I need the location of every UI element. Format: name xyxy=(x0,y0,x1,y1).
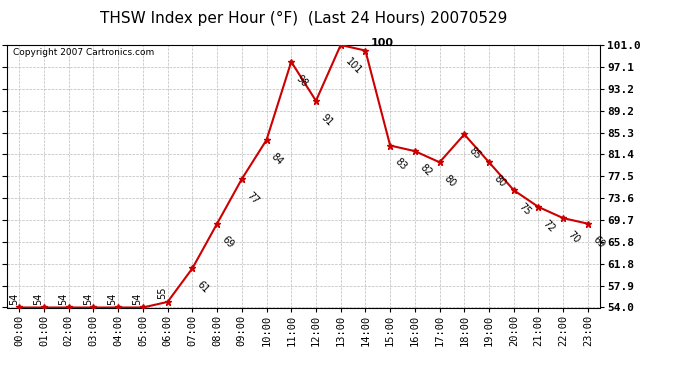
Text: 100: 100 xyxy=(371,38,394,48)
Text: 55: 55 xyxy=(157,286,167,299)
Text: 91: 91 xyxy=(319,112,335,128)
Text: 70: 70 xyxy=(566,229,582,245)
Text: 98: 98 xyxy=(294,73,310,88)
Text: 84: 84 xyxy=(269,151,285,167)
Text: 54: 54 xyxy=(108,292,117,305)
Text: 72: 72 xyxy=(541,218,558,234)
Text: 69: 69 xyxy=(220,235,235,250)
Text: Copyright 2007 Cartronics.com: Copyright 2007 Cartronics.com xyxy=(13,48,154,57)
Text: 54: 54 xyxy=(9,292,19,305)
Text: 61: 61 xyxy=(195,279,211,295)
Text: 54: 54 xyxy=(33,292,43,305)
Text: THSW Index per Hour (°F)  (Last 24 Hours) 20070529: THSW Index per Hour (°F) (Last 24 Hours)… xyxy=(100,11,507,26)
Text: 69: 69 xyxy=(591,235,607,250)
Text: 77: 77 xyxy=(244,190,261,206)
Text: 80: 80 xyxy=(442,173,458,189)
Text: 83: 83 xyxy=(393,157,408,172)
Text: 80: 80 xyxy=(492,173,508,189)
Text: 101: 101 xyxy=(344,56,364,76)
Text: 54: 54 xyxy=(58,292,68,305)
Text: 54: 54 xyxy=(83,292,93,305)
Text: 75: 75 xyxy=(517,201,533,217)
Text: 54: 54 xyxy=(132,292,142,305)
Text: 82: 82 xyxy=(417,162,433,178)
Text: 85: 85 xyxy=(467,146,483,161)
